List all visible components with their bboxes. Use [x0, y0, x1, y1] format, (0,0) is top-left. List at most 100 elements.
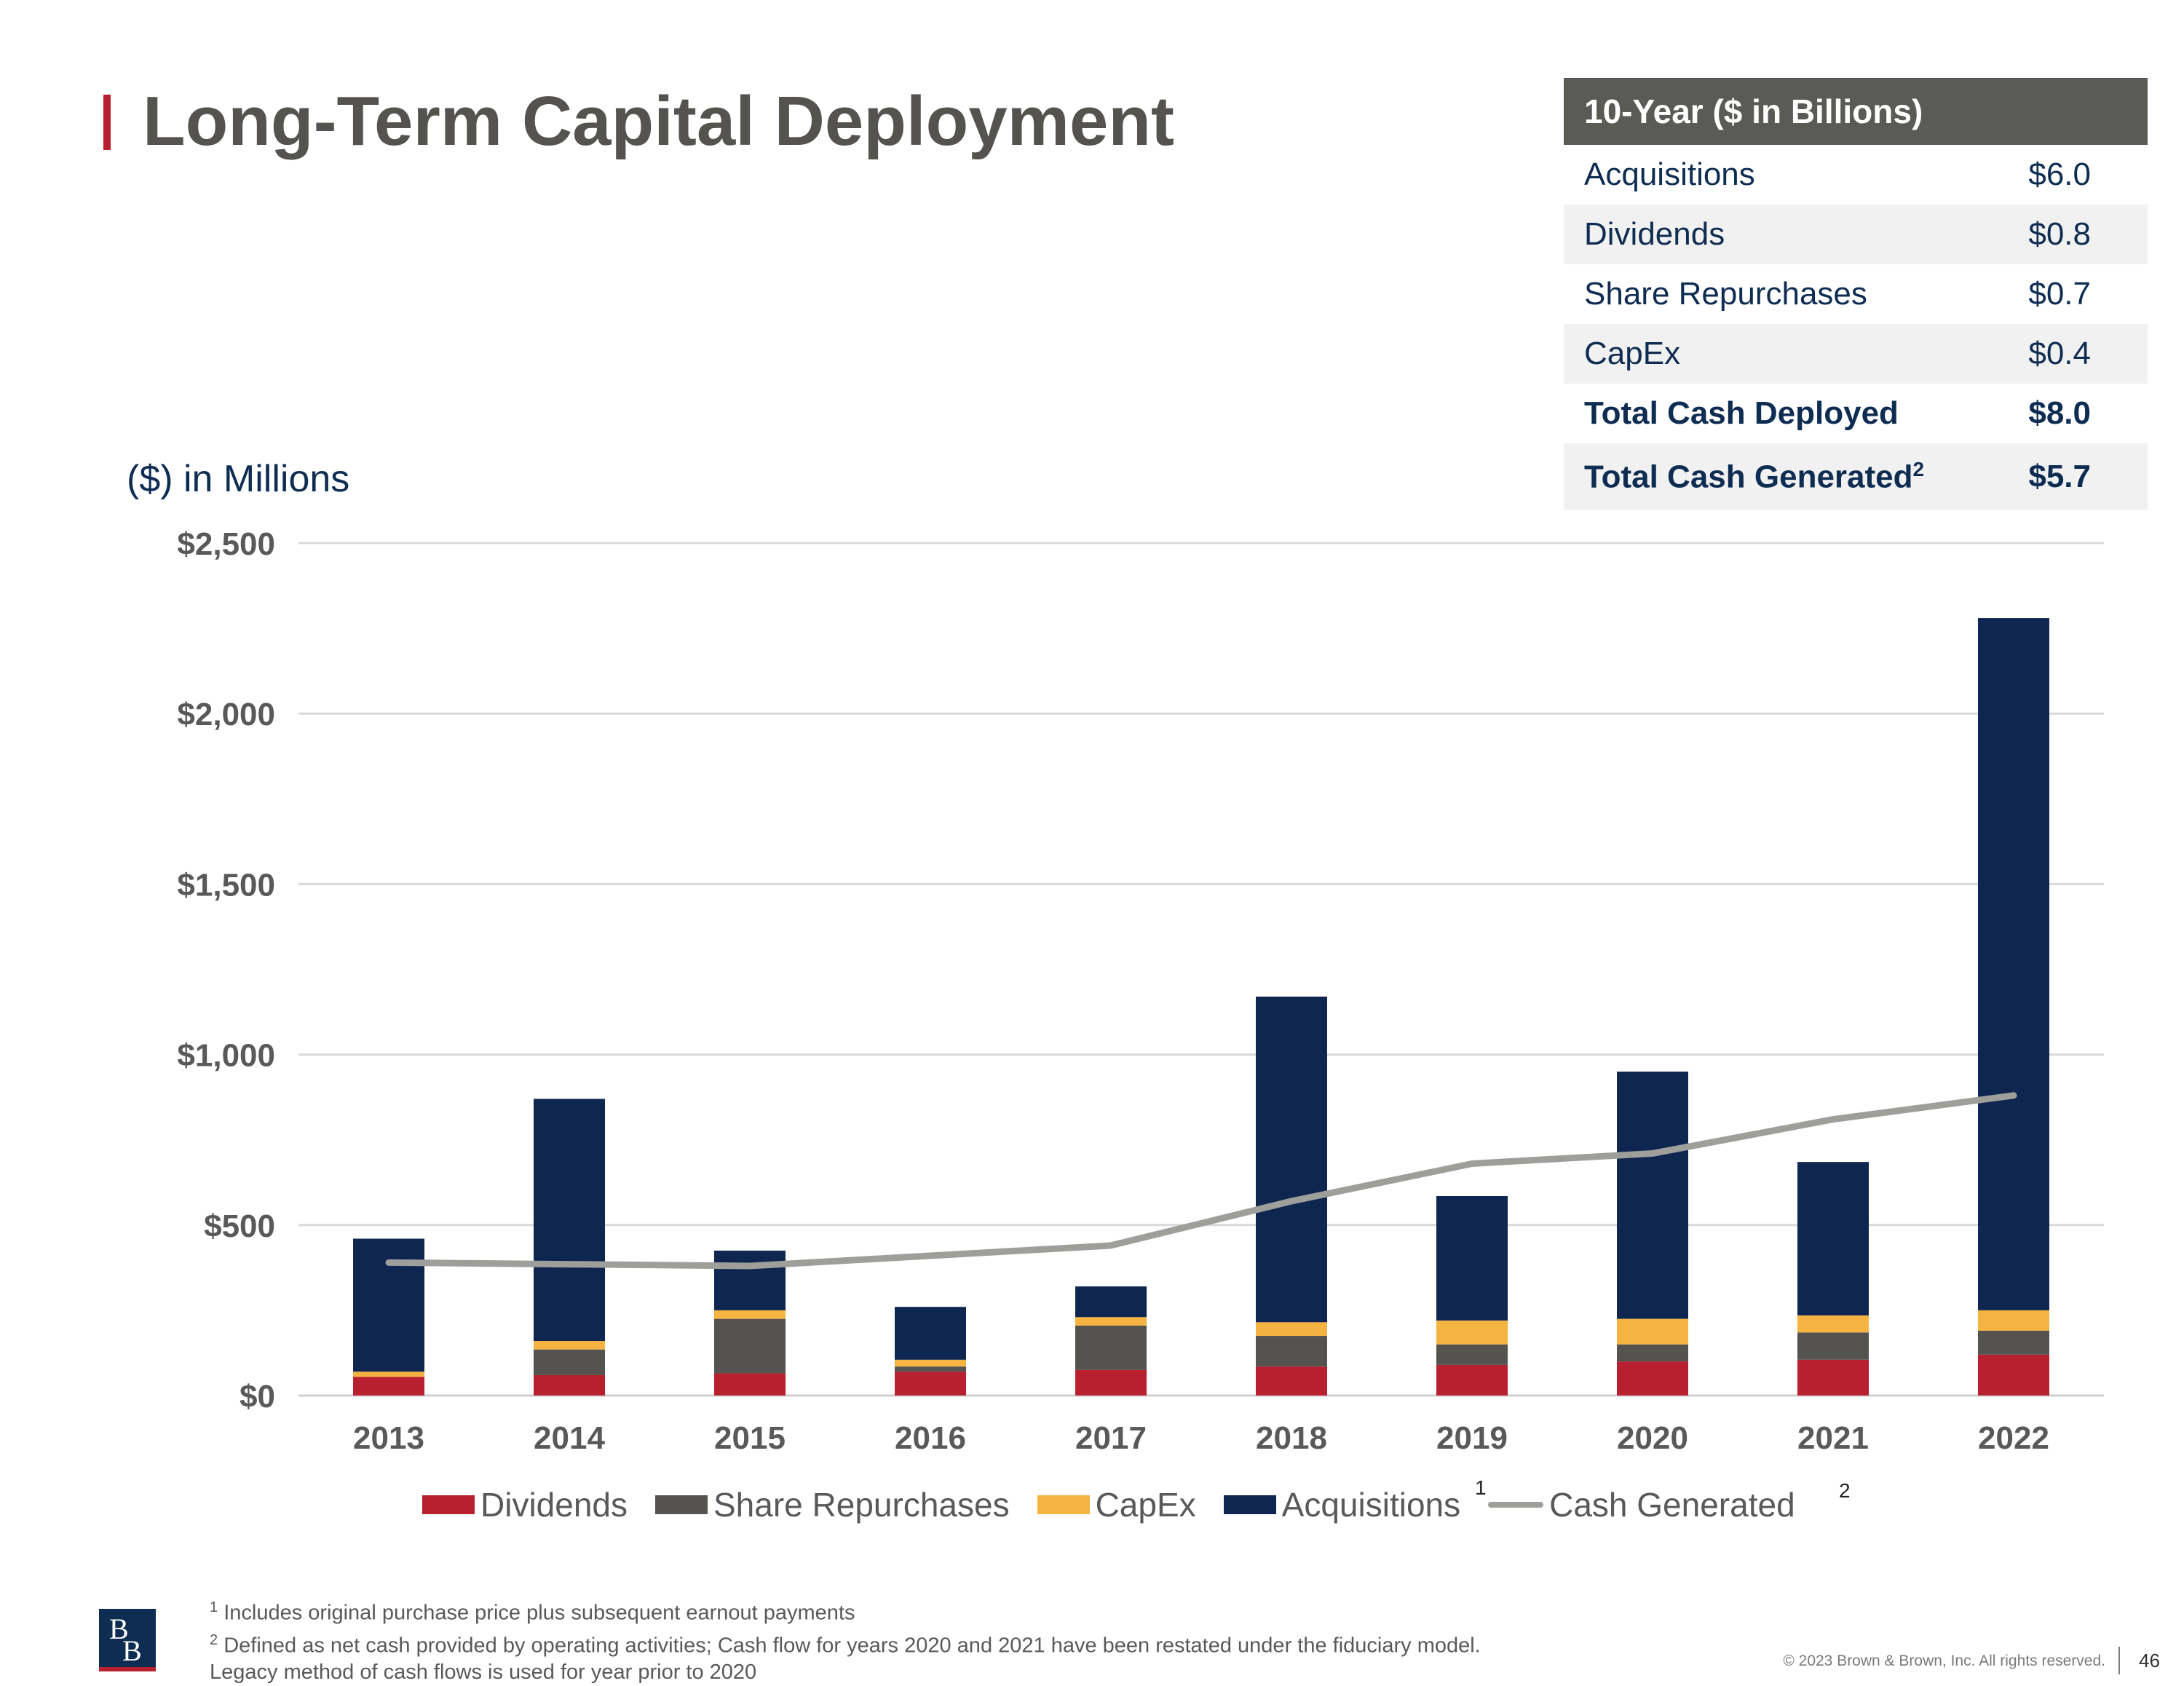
summary-row-share-repurchases: Share Repurchases $0.7: [1564, 264, 2148, 324]
legend-item-cash-generated: Cash Generated: [1488, 1485, 1795, 1524]
legend-line-cash-generated: [1488, 1502, 1544, 1508]
y-tick-label: $0: [240, 1379, 275, 1414]
bar-dividends-2018: [1256, 1366, 1327, 1396]
bar-share-repurchases-2018: [1256, 1336, 1327, 1367]
x-tick-label: 2016: [895, 1420, 966, 1456]
bar-share-repurchases-2021: [1797, 1332, 1869, 1360]
footnote-1: 1 Includes original purchase price plus …: [210, 1599, 855, 1625]
legend-label: Cash Generated: [1549, 1486, 1795, 1524]
bar-acquisitions-2020: [1617, 1072, 1688, 1319]
legend-swatch-share-repurchases: [655, 1495, 708, 1514]
bar-capex-2021: [1797, 1315, 1869, 1333]
units-label: ($) in Millions: [127, 458, 350, 500]
summary-row-capex: CapEx $0.4: [1564, 324, 2148, 384]
bar-acquisitions-2018: [1256, 996, 1327, 1323]
logo-letter: B: [109, 1612, 129, 1645]
bar-acquisitions-2022: [1978, 618, 2049, 1310]
footnotes: 1 Includes original purchase price plus …: [210, 1594, 1481, 1686]
x-tick-label: 2013: [353, 1420, 424, 1456]
legend-label: Acquisitions: [1281, 1486, 1461, 1524]
title-accent-bar: [103, 95, 111, 150]
summary-table: 10-Year ($ in Billions) Acquisitions $6.…: [1564, 78, 2148, 510]
legend-label: CapEx: [1095, 1486, 1196, 1524]
y-tick-label: $2,500: [177, 526, 275, 562]
y-tick-label: $1,000: [177, 1038, 275, 1074]
footnote-2: 2 Defined as net cash provided by operat…: [210, 1631, 1481, 1658]
legend-swatch-capex: [1037, 1495, 1090, 1514]
x-tick-label: 2020: [1617, 1420, 1688, 1456]
bar-acquisitions-2021: [1797, 1162, 1869, 1315]
copyright-notice: © 2023 Brown & Brown, Inc. All rights re…: [1783, 1653, 2105, 1669]
bar-dividends-2015: [714, 1373, 786, 1396]
summary-row-label: Share Repurchases: [1584, 276, 1867, 312]
bar-share-repurchases-2020: [1617, 1344, 1688, 1362]
x-tick-label: 2022: [1978, 1420, 2049, 1456]
bar-dividends-2016: [895, 1372, 966, 1396]
summary-row-dividends: Dividends $0.8: [1564, 205, 2148, 264]
summary-row-total-generated: Total Cash Generated2 $5.7: [1564, 443, 2148, 510]
legend-swatch-dividends: [422, 1495, 475, 1514]
summary-table-header: 10-Year ($ in Billions): [1564, 78, 2148, 145]
y-tick-label: $500: [204, 1208, 275, 1244]
summary-row-label: Total Cash Generated2: [1584, 458, 1925, 495]
summary-row-value: $0.4: [2028, 336, 2091, 371]
legend-footnote-ref-1: 1: [1475, 1476, 1487, 1499]
legend-item-capex: CapEx: [1037, 1485, 1196, 1524]
bar-acquisitions-2015: [714, 1250, 786, 1310]
bar-acquisitions-2019: [1436, 1195, 1508, 1321]
y-tick-label: $2,000: [177, 697, 275, 732]
bar-share-repurchases-2022: [1978, 1331, 2049, 1355]
x-tick-label: 2015: [714, 1420, 786, 1456]
chart-legend: Dividends Share Repurchases CapEx Acquis…: [422, 1485, 1823, 1524]
line-cash-generated: [385, 1092, 2017, 1270]
bar-capex-2017: [1075, 1317, 1147, 1326]
bar-capex-2018: [1256, 1322, 1327, 1337]
summary-row-total-deployed: Total Cash Deployed $8.0: [1564, 384, 2148, 443]
legend-item-share-repurchases: Share Repurchases: [655, 1485, 1010, 1524]
bar-capex-2020: [1617, 1318, 1688, 1345]
summary-row-label: Dividends: [1584, 216, 1725, 252]
legend-item-dividends: Dividends: [422, 1485, 628, 1524]
footnote-ref: 2: [1912, 458, 1925, 481]
summary-row-value: $0.8: [2028, 216, 2091, 252]
summary-row-acquisitions: Acquisitions $6.0: [1564, 145, 2148, 205]
summary-row-value: $6.0: [2028, 157, 2091, 192]
bar-acquisitions-2016: [895, 1307, 966, 1360]
x-tick-label: 2021: [1797, 1420, 1869, 1456]
bar-capex-2022: [1978, 1310, 2049, 1331]
summary-row-value: $0.7: [2028, 276, 2091, 312]
bar-capex-2013: [353, 1372, 424, 1377]
bar-acquisitions-2014: [534, 1099, 605, 1342]
bar-share-repurchases-2016: [895, 1366, 966, 1372]
bar-dividends-2020: [1617, 1361, 1688, 1396]
summary-row-label: Total Cash Deployed: [1584, 395, 1899, 431]
legend-swatch-acquisitions: [1223, 1495, 1276, 1514]
x-tick-label: 2018: [1256, 1420, 1327, 1456]
bar-acquisitions-2017: [1075, 1286, 1147, 1318]
bar-share-repurchases-2019: [1436, 1344, 1508, 1365]
bar-share-repurchases-2015: [714, 1318, 786, 1374]
bar-capex-2019: [1436, 1320, 1508, 1345]
x-tick-label: 2019: [1436, 1420, 1508, 1456]
bar-dividends-2014: [534, 1374, 605, 1396]
page-divider: [2118, 1647, 2120, 1674]
summary-row-label: Acquisitions: [1584, 157, 1755, 192]
legend-footnote-ref-2: 2: [1839, 1479, 1851, 1502]
page-number: 46: [2139, 1650, 2160, 1671]
bar-dividends-2013: [353, 1377, 424, 1396]
bar-capex-2016: [895, 1359, 966, 1367]
legend-item-acquisitions: Acquisitions: [1223, 1485, 1461, 1524]
bar-dividends-2017: [1075, 1369, 1147, 1396]
summary-row-value: $5.7: [2028, 459, 2091, 494]
footnote-3: Legacy method of cash flows is used for …: [210, 1661, 757, 1685]
logo-letter: B: [122, 1634, 142, 1667]
y-tick-label: $1,500: [177, 867, 275, 903]
bar-share-repurchases-2014: [534, 1349, 605, 1375]
bar-dividends-2019: [1436, 1364, 1508, 1396]
bar-dividends-2021: [1797, 1359, 1869, 1396]
legend-label: Dividends: [480, 1486, 628, 1524]
bar-share-repurchases-2017: [1075, 1325, 1147, 1370]
x-tick-label: 2014: [534, 1420, 605, 1456]
legend-label: Share Repurchases: [713, 1486, 1010, 1524]
